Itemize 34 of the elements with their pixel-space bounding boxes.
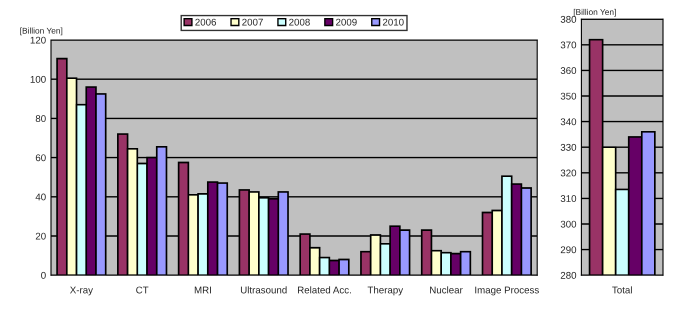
x-tick-label: X-ray	[70, 286, 93, 296]
y-tick-label: 0	[41, 272, 46, 279]
x-tick-label: Nuclear	[430, 286, 463, 294]
y-tick-label: 20	[36, 232, 46, 240]
x-tick-label: Ultrasound	[240, 286, 287, 294]
legend-label: 2007	[242, 18, 263, 26]
y-tick-label: 380	[560, 16, 576, 23]
y-axis-title: [Billion Yen]	[574, 8, 616, 17]
y-tick-label: 300	[560, 220, 576, 228]
y-tick-label: 80	[36, 115, 46, 122]
y-tick-label: 290	[560, 246, 576, 254]
y-tick-label: 120	[30, 36, 46, 44]
y-axis-title: [Billion Yen]	[20, 28, 62, 36]
y-tick-label: 100	[30, 76, 46, 83]
legend-label: 2009	[336, 18, 357, 26]
y-tick-label: 360	[560, 67, 576, 74]
y-tick-label: 310	[560, 195, 576, 202]
x-tick-label: Therapy	[368, 286, 404, 296]
y-tick-label: 320	[560, 170, 576, 176]
x-tick-label: Image Process	[475, 286, 539, 296]
y-tick-label: 60	[36, 154, 46, 162]
y-tick-label: 330	[560, 144, 576, 151]
y-tick-label: 350	[560, 92, 576, 100]
legend-label: 2010	[382, 18, 404, 26]
x-tick-label: CT	[136, 286, 148, 294]
x-tick-label: Total	[612, 286, 632, 294]
y-tick-label: 340	[560, 118, 576, 126]
y-tick-label: 370	[560, 42, 576, 48]
y-tick-label: 40	[36, 194, 46, 200]
legend-label: 2008	[289, 18, 310, 26]
legend-label: 2006	[195, 18, 216, 26]
x-tick-label: MRI	[194, 286, 211, 294]
y-tick-label: 280	[560, 272, 576, 279]
x-tick-label: Related Acc.	[298, 286, 351, 294]
